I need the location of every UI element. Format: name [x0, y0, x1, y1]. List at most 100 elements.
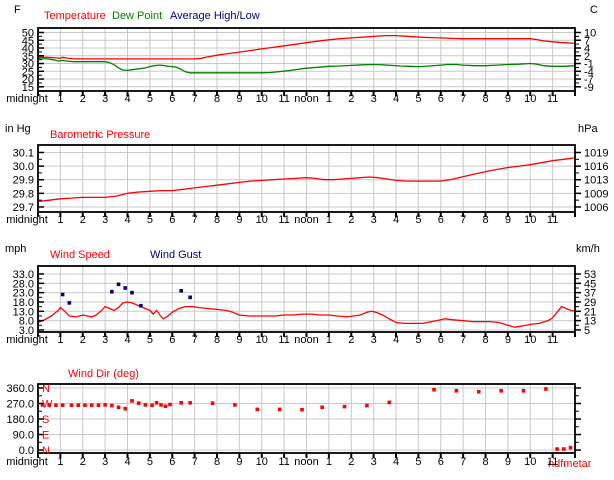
svg-text:midnight: midnight	[6, 93, 48, 105]
svg-text:10: 10	[256, 214, 268, 226]
svg-text:29.9: 29.9	[13, 175, 34, 187]
svg-text:-7: -7	[584, 74, 594, 86]
svg-text:9: 9	[505, 334, 511, 346]
svg-text:7: 7	[192, 456, 198, 468]
svg-text:11: 11	[278, 93, 289, 105]
svg-text:7: 7	[584, 35, 590, 47]
svg-text:1: 1	[57, 93, 63, 105]
svg-text:4: 4	[393, 214, 399, 226]
svg-text:5: 5	[147, 93, 153, 105]
svg-text:13.0: 13.0	[13, 306, 34, 318]
svg-text:midnight: midnight	[6, 334, 48, 346]
svg-text:6: 6	[438, 456, 444, 468]
svg-text:4: 4	[584, 43, 590, 55]
svg-text:1: 1	[57, 456, 63, 468]
svg-text:9: 9	[236, 214, 242, 226]
svg-text:5: 5	[147, 214, 153, 226]
svg-text:5: 5	[584, 325, 590, 337]
svg-text:7: 7	[192, 214, 198, 226]
svg-text:noon: noon	[294, 214, 318, 226]
svg-text:1019: 1019	[584, 147, 608, 159]
svg-text:6: 6	[438, 214, 444, 226]
svg-text:30.0: 30.0	[13, 161, 34, 173]
svg-text:10: 10	[256, 93, 268, 105]
svg-text:0.0: 0.0	[19, 445, 34, 457]
svg-text:50: 50	[22, 28, 34, 40]
svg-text:3: 3	[102, 456, 108, 468]
svg-text:7: 7	[460, 456, 466, 468]
metar-note: ndfmetar	[548, 458, 592, 470]
svg-text:28.0: 28.0	[13, 278, 34, 290]
svg-text:30: 30	[22, 59, 34, 71]
svg-text:8: 8	[482, 334, 488, 346]
svg-text:5: 5	[147, 334, 153, 346]
wind-dir-title: Wind Dir (deg)	[68, 368, 139, 380]
svg-text:noon: noon	[294, 93, 318, 105]
svg-text:8: 8	[482, 214, 488, 226]
svg-text:2: 2	[348, 214, 354, 226]
svg-text:3: 3	[371, 456, 377, 468]
temp-left-unit-label: F	[14, 4, 21, 16]
svg-text:8: 8	[482, 93, 488, 105]
svg-text:25: 25	[22, 66, 34, 78]
svg-text:8: 8	[214, 334, 220, 346]
svg-text:10: 10	[524, 93, 536, 105]
svg-text:2: 2	[80, 93, 86, 105]
svg-text:2: 2	[80, 334, 86, 346]
svg-text:4: 4	[124, 456, 130, 468]
svg-text:7: 7	[460, 93, 466, 105]
svg-text:11: 11	[547, 214, 558, 226]
svg-text:40: 40	[22, 43, 34, 55]
pressure-title: Barometric Pressure	[50, 129, 151, 141]
svg-text:53: 53	[584, 269, 596, 281]
svg-text:6: 6	[169, 93, 175, 105]
svg-text:5: 5	[147, 456, 153, 468]
svg-text:10: 10	[256, 334, 268, 346]
svg-text:10: 10	[524, 214, 536, 226]
svg-text:2: 2	[80, 456, 86, 468]
svg-text:20: 20	[22, 74, 34, 86]
svg-text:11: 11	[547, 93, 558, 105]
svg-text:23.0: 23.0	[13, 288, 34, 300]
svg-text:35: 35	[22, 51, 34, 63]
legend-dew-point: Dew Point	[112, 10, 163, 22]
svg-text:W: W	[42, 398, 53, 410]
legend-wind-speed: Wind Speed	[50, 249, 110, 261]
svg-text:8: 8	[482, 456, 488, 468]
svg-text:S: S	[42, 414, 49, 426]
svg-text:11: 11	[278, 456, 289, 468]
svg-text:29.7: 29.7	[13, 202, 34, 214]
svg-text:5: 5	[415, 214, 421, 226]
svg-text:noon: noon	[294, 456, 318, 468]
svg-text:9: 9	[236, 334, 242, 346]
svg-text:-4: -4	[584, 66, 594, 78]
svg-text:18.0: 18.0	[13, 297, 34, 309]
svg-text:1: 1	[326, 334, 332, 346]
svg-text:-1: -1	[584, 59, 594, 71]
svg-text:6: 6	[438, 334, 444, 346]
svg-text:21: 21	[584, 306, 596, 318]
svg-text:4: 4	[393, 456, 399, 468]
svg-text:7: 7	[460, 334, 466, 346]
svg-text:7: 7	[192, 334, 198, 346]
svg-text:1006: 1006	[584, 202, 608, 214]
svg-text:11: 11	[547, 456, 558, 468]
svg-text:11: 11	[278, 214, 289, 226]
svg-text:5: 5	[415, 93, 421, 105]
svg-text:5: 5	[415, 334, 421, 346]
svg-text:1013: 1013	[584, 175, 608, 187]
svg-text:7: 7	[192, 93, 198, 105]
svg-text:9: 9	[505, 214, 511, 226]
svg-text:8.0: 8.0	[19, 316, 34, 328]
svg-text:11: 11	[278, 334, 289, 346]
svg-text:270.0: 270.0	[6, 398, 34, 410]
svg-text:9: 9	[236, 93, 242, 105]
svg-text:1016: 1016	[584, 161, 608, 173]
svg-text:3: 3	[102, 93, 108, 105]
svg-text:10: 10	[524, 456, 536, 468]
svg-text:10: 10	[524, 334, 536, 346]
pressure-left-unit-label: in Hg	[5, 123, 31, 135]
svg-text:8: 8	[214, 93, 220, 105]
svg-text:1: 1	[326, 93, 332, 105]
svg-text:13: 13	[584, 316, 596, 328]
